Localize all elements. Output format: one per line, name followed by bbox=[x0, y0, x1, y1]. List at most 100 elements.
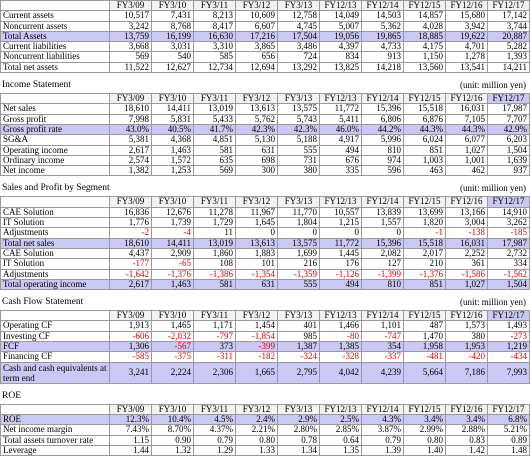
row-label: Adjustments bbox=[0, 227, 110, 239]
table-row: Noncurrent assets 3,242 8,768 8,417 6,607 4,7… bbox=[0, 20, 530, 32]
cell: 834 bbox=[319, 51, 362, 63]
cell: 731 bbox=[277, 154, 320, 167]
cell: 569 bbox=[193, 165, 236, 177]
row-label: IT Solution bbox=[0, 217, 110, 229]
section-title: Income Statement bbox=[2, 80, 71, 91]
column-header: FY12/13 bbox=[319, 403, 362, 415]
column-header: FY12/14 bbox=[361, 403, 404, 415]
cell: 3,031 bbox=[151, 41, 194, 53]
cell: -182 bbox=[235, 351, 278, 363]
column-header: FY3/13 bbox=[277, 196, 320, 208]
cell: 7.43% bbox=[109, 424, 152, 436]
row-label: SG&A bbox=[0, 134, 110, 146]
column-header: FY3/09 bbox=[109, 0, 152, 12]
financial-summary: FY3/09 FY3/10 FY3/11 FY3/12 FY3/13 FY12/13 FY1… bbox=[0, 0, 530, 457]
cell: 1.44 bbox=[109, 444, 152, 457]
cell: -2 bbox=[109, 227, 152, 239]
cell: 2,795 bbox=[277, 361, 320, 384]
cell: 2.80% bbox=[277, 424, 320, 436]
table-row: SG&A 5,381 4,368 4,851 5,130 5,188 4,917 5,996 6… bbox=[0, 134, 530, 146]
cell: 0.90 bbox=[151, 434, 194, 446]
row-label: Total net sales bbox=[0, 237, 110, 249]
cell: 0 bbox=[277, 227, 320, 239]
cell: 46.0% bbox=[319, 123, 362, 136]
cell: 2,252 bbox=[445, 247, 488, 260]
data-table: FY3/09 FY3/10 FY3/11 FY3/12 FY3/13 FY12/13 FY1… bbox=[0, 0, 530, 74]
cell: 1,820 bbox=[403, 217, 446, 229]
cell: 8,417 bbox=[193, 20, 236, 32]
row-label: Leverage bbox=[0, 444, 110, 457]
cell: 1,913 bbox=[109, 320, 152, 332]
cell: 13,166 bbox=[445, 206, 488, 219]
cell: 4,851 bbox=[193, 134, 236, 146]
row-label: Gross profit rate bbox=[0, 123, 110, 136]
table-row: Financing CF -585 -375 -311 -182 -324 -328 -337… bbox=[0, 351, 530, 363]
cell: 1.35 bbox=[319, 444, 362, 457]
cell: 5,130 bbox=[235, 134, 278, 146]
table-row: Adjustments -1,642 -1,376 -1,386 -1,354 -1,35… bbox=[0, 268, 530, 280]
cell: 494 bbox=[319, 144, 362, 156]
cell: -328 bbox=[319, 351, 362, 363]
cell: 13,019 bbox=[193, 103, 236, 115]
cell: 3,004 bbox=[445, 217, 488, 229]
cell: 15,518 bbox=[403, 237, 446, 249]
cell: 300 bbox=[235, 165, 278, 177]
cell: 581 bbox=[193, 278, 236, 291]
cell: 1.42 bbox=[445, 444, 488, 457]
cell: 19,865 bbox=[361, 30, 404, 43]
cell: -1,562 bbox=[487, 268, 530, 280]
cell: 4.3% bbox=[361, 413, 404, 426]
cell: 13,613 bbox=[235, 103, 278, 115]
column-header: FY12/15 bbox=[403, 0, 446, 12]
row-label: CAE Solution bbox=[0, 206, 110, 219]
cell: -434 bbox=[487, 351, 530, 363]
cell: 4,917 bbox=[319, 134, 362, 146]
cell: 1.39 bbox=[361, 444, 404, 457]
cell: -567 bbox=[151, 341, 194, 353]
corner-cell bbox=[0, 403, 110, 415]
cell: 2.5% bbox=[319, 413, 362, 426]
cell: 1,003 bbox=[403, 154, 446, 167]
table-row: Operating CF 1,913 1,465 1,171 1,454 401 1,466… bbox=[0, 320, 530, 332]
cell: 11,967 bbox=[235, 206, 278, 219]
cell: 5,381 bbox=[109, 134, 152, 146]
row-label: Current liabilities bbox=[0, 41, 110, 53]
cell: 462 bbox=[445, 165, 488, 177]
cell: 13,825 bbox=[319, 61, 362, 74]
column-header: FY3/09 bbox=[109, 93, 152, 105]
cell: 373 bbox=[193, 341, 236, 353]
header-row: FY3/09 FY3/10 FY3/11 FY3/12 FY3/13 FY12/13 FY1… bbox=[0, 310, 530, 322]
cell: 0.80 bbox=[235, 434, 278, 446]
cell: 4,042 bbox=[319, 361, 362, 384]
column-header: FY3/12 bbox=[235, 93, 278, 105]
cell: 17,987 bbox=[487, 103, 530, 115]
cell: 1,883 bbox=[235, 247, 278, 260]
cell: -1,376 bbox=[151, 268, 194, 280]
cell: 1,557 bbox=[361, 217, 404, 229]
cell: -4 bbox=[151, 227, 194, 239]
cell: 44.3% bbox=[403, 123, 446, 136]
cell: 656 bbox=[235, 51, 278, 63]
data-table: FY3/09 FY3/10 FY3/11 FY3/12 FY3/13 FY12/13 FY1… bbox=[0, 93, 530, 177]
unit-note: (unit: million yen) bbox=[460, 183, 526, 194]
table-row: Gross profit 7,998 5,831 5,433 5,762 5,743 5,4… bbox=[0, 113, 530, 125]
cell: 14,218 bbox=[361, 61, 404, 74]
cell: -797 bbox=[193, 330, 236, 343]
cell: 1,953 bbox=[445, 341, 488, 353]
column-header: FY12/17 bbox=[487, 93, 530, 105]
cell: 16,836 bbox=[109, 206, 152, 219]
cell: 463 bbox=[403, 165, 446, 177]
cell: 1,470 bbox=[403, 330, 446, 343]
cell: 0.79 bbox=[193, 434, 236, 446]
column-header: FY12/16 bbox=[445, 403, 488, 415]
cell: 6,203 bbox=[487, 134, 530, 146]
cell: 8.70% bbox=[151, 424, 194, 436]
cell: 210 bbox=[403, 258, 446, 270]
section-title: Sales and Profit by Segment bbox=[2, 183, 110, 194]
cell: 15,680 bbox=[445, 10, 488, 22]
table-row: Net sales 18,610 14,411 13,019 13,613 13,575 1… bbox=[0, 103, 530, 115]
header-row: FY3/09 FY3/10 FY3/11 FY3/12 FY3/13 FY12/13 FY1… bbox=[0, 403, 530, 415]
cell: 16,199 bbox=[151, 30, 194, 43]
cell: 10,609 bbox=[235, 10, 278, 22]
cell: 2,617 bbox=[109, 278, 152, 291]
